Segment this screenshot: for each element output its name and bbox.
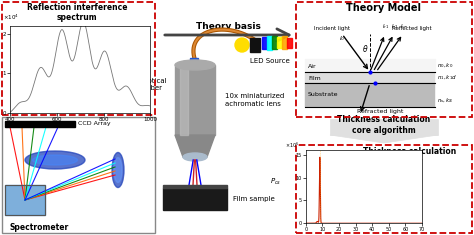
Bar — [2, 2, 155, 115]
Bar — [180, 65, 188, 135]
Bar — [163, 185, 227, 188]
Text: Substrate: Substrate — [308, 93, 338, 98]
Text: $I_0$: $I_0$ — [339, 34, 345, 43]
Text: Spectrometer: Spectrometer — [10, 223, 69, 231]
Bar — [272, 36, 277, 49]
Text: $I_{r2}$: $I_{r2}$ — [392, 22, 399, 31]
Bar — [330, 119, 438, 135]
Bar — [2, 117, 155, 233]
Bar — [5, 185, 45, 215]
Bar — [287, 38, 292, 48]
Text: $I_{r1}$: $I_{r1}$ — [383, 22, 390, 31]
Bar — [163, 188, 227, 210]
Bar — [277, 37, 282, 48]
Bar — [296, 145, 472, 233]
Ellipse shape — [183, 153, 207, 161]
Ellipse shape — [175, 60, 215, 70]
Bar — [267, 36, 272, 50]
Ellipse shape — [112, 153, 124, 188]
Polygon shape — [330, 135, 438, 143]
Bar — [190, 58, 198, 64]
Text: $n_s, ks$: $n_s, ks$ — [437, 97, 454, 106]
Y-axis label: $P_{cs}$: $P_{cs}$ — [270, 177, 282, 187]
Text: Reflected light: Reflected light — [392, 26, 432, 31]
Text: Air: Air — [308, 63, 317, 68]
Bar — [175, 65, 215, 135]
Text: Film: Film — [308, 75, 321, 81]
Ellipse shape — [33, 155, 78, 165]
Text: Theory Model: Theory Model — [346, 3, 421, 13]
Text: $I_{r-}$: $I_{r-}$ — [400, 22, 408, 31]
Text: Incident light: Incident light — [314, 26, 350, 31]
Text: LED Source: LED Source — [250, 58, 290, 64]
Text: Refracted light: Refracted light — [357, 109, 403, 114]
Bar — [250, 38, 260, 52]
Text: Reflection interference
spectrum: Reflection interference spectrum — [27, 3, 127, 22]
Bar — [305, 83, 435, 107]
Text: CCD Array: CCD Array — [78, 121, 110, 126]
Ellipse shape — [25, 151, 85, 169]
Text: Theory basis: Theory basis — [196, 22, 261, 31]
Ellipse shape — [114, 157, 122, 183]
Circle shape — [235, 38, 249, 52]
Text: $\times 10^4$: $\times 10^4$ — [3, 13, 19, 22]
Text: Thickness calculation
result: Thickness calculation result — [364, 147, 456, 166]
Bar — [5, 185, 45, 215]
Bar — [296, 2, 472, 117]
Text: Film sample: Film sample — [233, 196, 275, 202]
Text: $n_1, k_1 d$: $n_1, k_1 d$ — [437, 74, 457, 82]
Text: $n_0, k_0$: $n_0, k_0$ — [437, 62, 453, 70]
Text: 10x miniaturized
achromatic lens: 10x miniaturized achromatic lens — [225, 94, 284, 106]
Polygon shape — [5, 185, 45, 215]
Bar — [305, 72, 435, 83]
Bar — [305, 59, 435, 72]
Bar — [282, 36, 287, 49]
Bar — [5, 121, 75, 127]
Text: $\times 10^6$: $\times 10^6$ — [285, 140, 299, 150]
Text: Optical
fiber: Optical fiber — [143, 78, 167, 91]
Text: $\theta$: $\theta$ — [362, 43, 368, 54]
Text: Thickness calculation
core algorithm: Thickness calculation core algorithm — [337, 115, 430, 135]
Polygon shape — [175, 135, 215, 157]
Bar — [262, 37, 267, 49]
